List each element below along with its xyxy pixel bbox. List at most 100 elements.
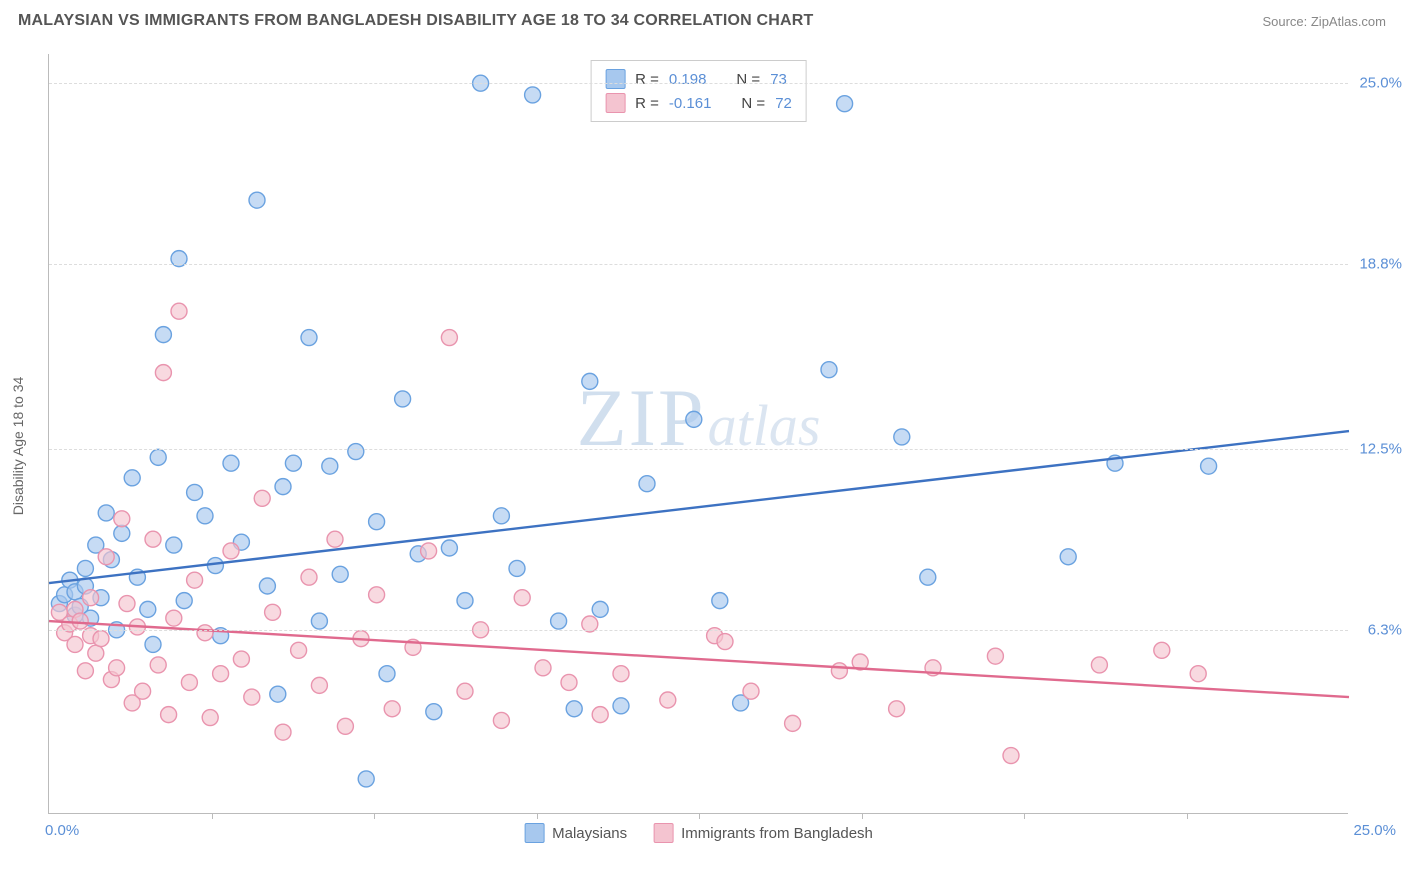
data-point — [150, 449, 166, 465]
data-point — [72, 613, 88, 629]
data-point — [197, 508, 213, 524]
grid-line — [49, 630, 1348, 631]
chart-plot-area: ZIP atlas R = 0.198 N = 73 R = -0.161 N … — [48, 54, 1348, 814]
data-point — [301, 569, 317, 585]
data-point — [83, 590, 99, 606]
swatch-pink-icon — [653, 823, 673, 843]
data-point — [145, 636, 161, 652]
x-tick — [1187, 813, 1188, 819]
data-point — [358, 771, 374, 787]
y-tick-label: 25.0% — [1359, 75, 1402, 92]
data-point — [155, 365, 171, 381]
source-attribution: Source: ZipAtlas.com — [1262, 14, 1386, 29]
data-point — [894, 429, 910, 445]
x-max-label: 25.0% — [1353, 822, 1396, 839]
data-point — [301, 330, 317, 346]
data-point — [421, 543, 437, 559]
data-point — [785, 715, 801, 731]
data-point — [311, 677, 327, 693]
n-label: N = — [736, 71, 760, 88]
data-point — [509, 560, 525, 576]
data-point — [150, 657, 166, 673]
y-tick-label: 12.5% — [1359, 440, 1402, 457]
swatch-blue-icon — [524, 823, 544, 843]
n-value-pink: 72 — [775, 95, 792, 112]
x-tick — [374, 813, 375, 819]
data-point — [114, 511, 130, 527]
data-point — [265, 604, 281, 620]
data-point — [920, 569, 936, 585]
x-tick — [537, 813, 538, 819]
y-tick-label: 6.3% — [1368, 621, 1402, 638]
legend-item-malaysians: Malaysians — [524, 823, 627, 843]
data-point — [535, 660, 551, 676]
swatch-pink-icon — [605, 93, 625, 113]
data-point — [98, 505, 114, 521]
data-point — [202, 710, 218, 726]
data-point — [457, 683, 473, 699]
data-point — [166, 537, 182, 553]
trend-line — [49, 431, 1349, 583]
data-point — [592, 707, 608, 723]
legend-label: Malaysians — [552, 825, 627, 842]
data-point — [639, 476, 655, 492]
data-point — [119, 596, 135, 612]
data-point — [337, 718, 353, 734]
data-point — [395, 391, 411, 407]
data-point — [249, 192, 265, 208]
data-point — [275, 724, 291, 740]
data-point — [181, 674, 197, 690]
data-point — [114, 525, 130, 541]
data-point — [712, 593, 728, 609]
data-point — [582, 373, 598, 389]
data-point — [259, 578, 275, 594]
data-point — [493, 508, 509, 524]
grid-line — [49, 264, 1348, 265]
data-point — [717, 634, 733, 650]
data-point — [592, 601, 608, 617]
y-tick-label: 18.8% — [1359, 256, 1402, 273]
data-point — [441, 330, 457, 346]
data-point — [93, 631, 109, 647]
data-point — [145, 531, 161, 547]
data-point — [88, 645, 104, 661]
data-point — [1003, 748, 1019, 764]
data-point — [176, 593, 192, 609]
data-point — [327, 531, 343, 547]
data-point — [831, 663, 847, 679]
correlation-legend: R = 0.198 N = 73 R = -0.161 N = 72 — [590, 60, 807, 122]
data-point — [613, 666, 629, 682]
data-point — [1060, 549, 1076, 565]
data-point — [311, 613, 327, 629]
data-point — [441, 540, 457, 556]
data-point — [135, 683, 151, 699]
data-point — [1190, 666, 1206, 682]
data-point — [223, 455, 239, 471]
n-value-blue: 73 — [770, 71, 787, 88]
data-point — [322, 458, 338, 474]
legend-item-immigrants: Immigrants from Bangladesh — [653, 823, 873, 843]
data-point — [426, 704, 442, 720]
data-point — [161, 707, 177, 723]
scatter-svg — [49, 54, 1348, 813]
y-axis-title: Disability Age 18 to 34 — [10, 377, 26, 516]
legend-label: Immigrants from Bangladesh — [681, 825, 873, 842]
x-tick — [212, 813, 213, 819]
data-point — [140, 601, 156, 617]
r-value-pink: -0.161 — [669, 95, 712, 112]
x-tick — [862, 813, 863, 819]
data-point — [291, 642, 307, 658]
data-point — [166, 610, 182, 626]
data-point — [233, 651, 249, 667]
data-point — [493, 712, 509, 728]
data-point — [124, 470, 140, 486]
data-point — [821, 362, 837, 378]
swatch-blue-icon — [605, 69, 625, 89]
data-point — [207, 558, 223, 574]
data-point — [369, 514, 385, 530]
r-label: R = — [635, 71, 659, 88]
data-point — [566, 701, 582, 717]
data-point — [686, 411, 702, 427]
data-point — [613, 698, 629, 714]
data-point — [223, 543, 239, 559]
